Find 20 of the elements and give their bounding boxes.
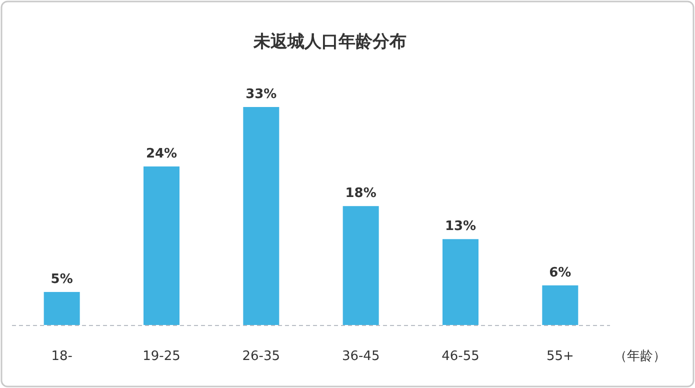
data-label: 33%: [246, 87, 277, 102]
bar: [342, 206, 379, 325]
chart-title: 未返城人口年龄分布: [252, 32, 406, 52]
data-label: 13%: [444, 219, 476, 234]
bar: [442, 239, 478, 325]
bar: [542, 285, 578, 325]
data-label: 24%: [146, 146, 178, 162]
x-tick-label: 46-55: [442, 349, 480, 364]
bar: [243, 107, 280, 325]
data-label: 18%: [345, 186, 376, 202]
data-label: 6%: [549, 265, 572, 280]
bar: [144, 166, 180, 325]
x-tick-label: 36-45: [342, 349, 380, 364]
bar: [44, 292, 80, 325]
data-label: 5%: [50, 272, 73, 287]
x-tick-label: 19-25: [142, 349, 180, 364]
x-tick-label: 18-: [51, 349, 73, 364]
x-tick-label: 26-35: [242, 349, 280, 364]
x-tick-label: 55+: [546, 349, 574, 364]
x-axis-title: （年龄）: [614, 349, 666, 364]
